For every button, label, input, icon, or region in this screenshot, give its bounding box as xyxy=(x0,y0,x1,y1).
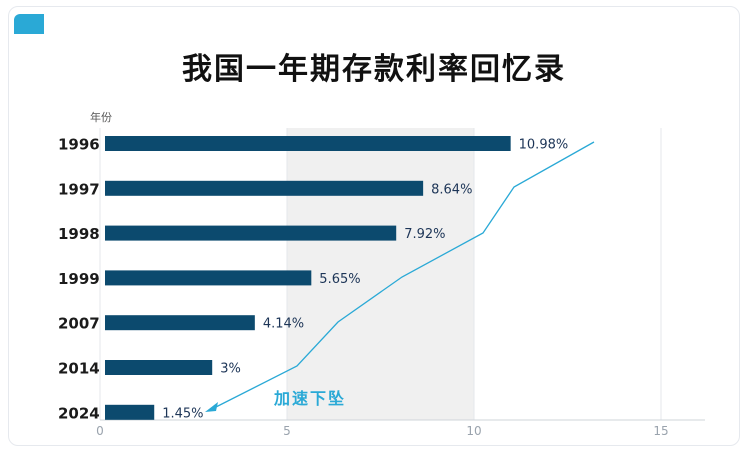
bar-2024 xyxy=(105,404,155,420)
x-tick-label-0: 0 xyxy=(96,424,104,438)
grid-layer xyxy=(99,128,705,421)
labels-layer: 0 5 10 15 年份 1996 10.98% 1997 8.64% 1998 7.92% 1999… xyxy=(58,110,669,438)
category-label-2014: 2014 xyxy=(58,360,100,378)
bar-1997 xyxy=(105,180,424,196)
x-tick-label-10: 10 xyxy=(466,424,481,438)
data-label-2007: 4.14% xyxy=(263,317,304,332)
category-label-1996: 1996 xyxy=(58,136,100,154)
data-label-1998: 7.92% xyxy=(404,227,445,242)
category-label-2024: 2024 xyxy=(58,404,100,422)
bars-layer xyxy=(105,136,511,420)
bar-1998 xyxy=(105,225,397,241)
data-label-1996: 10.98% xyxy=(519,138,569,153)
category-label-1999: 1999 xyxy=(58,270,100,288)
data-label-1997: 8.64% xyxy=(431,182,472,197)
trend-line xyxy=(211,141,595,410)
category-label-1998: 1998 xyxy=(58,225,100,243)
trend-annotation: 加速下坠 xyxy=(273,389,346,408)
trend-layer xyxy=(205,141,595,412)
data-label-1999: 5.65% xyxy=(319,272,360,287)
y-axis-label: 年份 xyxy=(90,110,112,124)
bar-1999 xyxy=(105,270,312,286)
highlight-band-layer xyxy=(287,128,474,420)
bar-1996 xyxy=(105,136,511,151)
x-tick-label-15: 15 xyxy=(653,424,668,438)
data-label-2024: 1.45% xyxy=(162,406,203,421)
highlight-band xyxy=(287,128,474,420)
data-label-2014: 3% xyxy=(220,362,241,377)
chart-title: 我国一年期存款利率回忆录 xyxy=(182,52,566,87)
category-label-2007: 2007 xyxy=(58,315,100,333)
x-tick-label-5: 5 xyxy=(283,424,291,438)
trend-arrowhead xyxy=(205,402,218,412)
bar-2007 xyxy=(105,315,255,331)
bar-2014 xyxy=(105,360,213,375)
corner-accent xyxy=(14,14,44,34)
category-label-1997: 1997 xyxy=(58,180,100,198)
